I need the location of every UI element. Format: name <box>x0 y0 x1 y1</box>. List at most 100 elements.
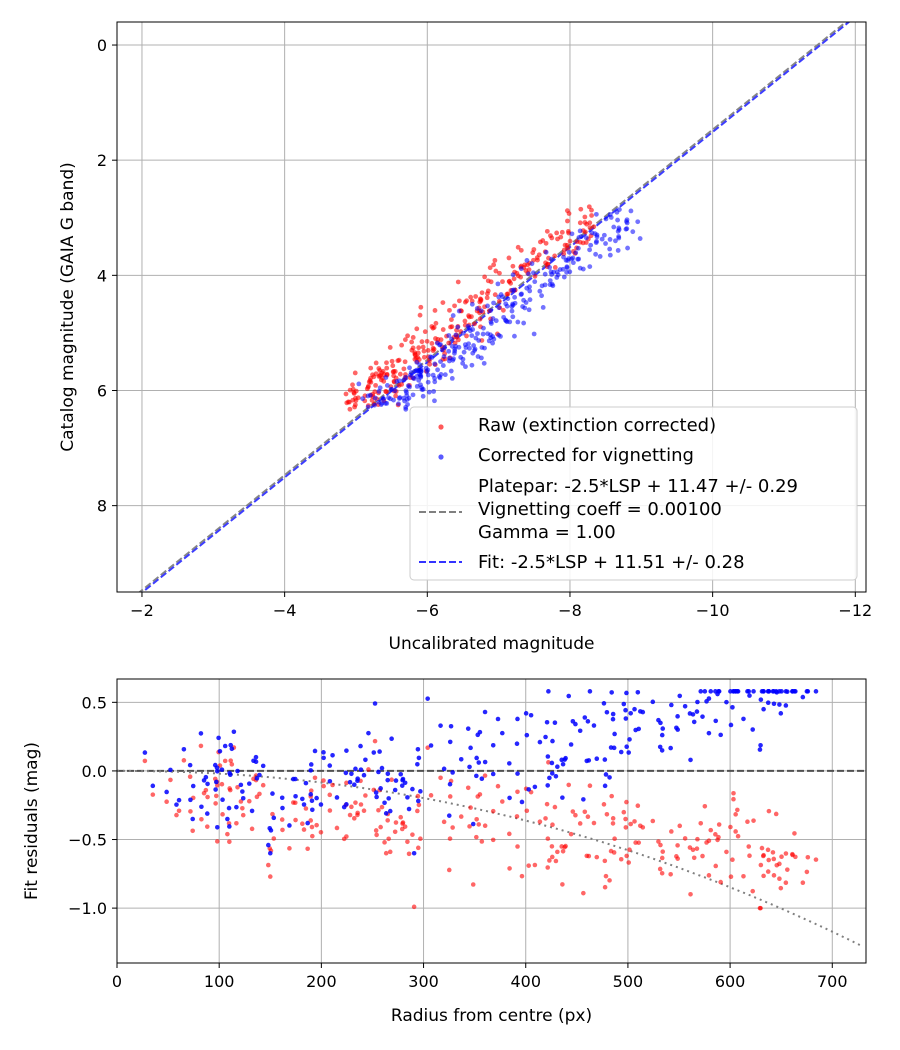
raw-star-point <box>433 320 439 326</box>
raw-residual-point <box>702 803 708 809</box>
raw-residual-point <box>225 831 230 837</box>
corrected-star-point <box>469 333 475 339</box>
raw-star-point <box>492 257 498 263</box>
raw-residual-point <box>765 869 771 874</box>
corrected-star-point <box>592 231 598 237</box>
legend-raw-marker <box>438 424 444 430</box>
corrected-residual-point <box>467 764 472 770</box>
corrected-star-point <box>512 294 518 300</box>
corrected-residual-point <box>330 752 335 758</box>
raw-star-point <box>472 321 477 327</box>
raw-star-point <box>479 290 485 296</box>
corrected-star-point <box>365 404 371 410</box>
raw-residual-point <box>477 792 483 797</box>
bottom-raw-points <box>142 738 819 911</box>
raw-residual-point <box>568 831 574 837</box>
raw-residual-point <box>804 869 810 875</box>
corrected-residual-point <box>638 709 643 714</box>
corrected-residual-point <box>374 794 379 800</box>
corrected-star-point <box>540 305 546 310</box>
corrected-residual-point <box>765 689 771 694</box>
corrected-residual-point <box>387 808 393 814</box>
raw-residual-point <box>374 832 379 838</box>
corrected-residual-point <box>254 776 260 781</box>
corrected-residual-point <box>310 807 315 813</box>
corrected-residual-point <box>386 796 391 801</box>
raw-star-point <box>384 389 389 395</box>
corrected-residual-point <box>373 790 379 795</box>
corrected-residual-point <box>582 715 588 720</box>
raw-residual-point <box>537 819 543 825</box>
corrected-star-point <box>394 379 400 384</box>
corrected-star-point <box>420 393 426 399</box>
corrected-residual-point <box>392 787 398 793</box>
corrected-residual-point <box>700 714 705 719</box>
corrected-star-point <box>478 308 484 314</box>
raw-residual-point <box>176 808 182 814</box>
corrected-residual-point <box>402 780 408 786</box>
corrected-residual-point <box>758 742 763 748</box>
raw-residual-point <box>735 833 741 839</box>
corrected-residual-point <box>761 706 766 712</box>
raw-star-point <box>500 307 506 313</box>
raw-residual-point <box>751 818 756 823</box>
corrected-star-point <box>414 373 420 379</box>
raw-star-point <box>352 402 358 408</box>
corrected-residual-point <box>150 783 156 789</box>
corrected-residual-point <box>226 805 232 811</box>
final-fit-line <box>141 22 851 592</box>
corrected-star-point <box>524 258 530 263</box>
raw-star-point <box>462 318 468 324</box>
corrected-star-point <box>527 297 533 303</box>
raw-star-point <box>565 218 570 224</box>
corrected-residual-point <box>212 762 218 768</box>
corrected-residual-point <box>623 716 629 721</box>
raw-residual-point <box>566 782 572 788</box>
corrected-residual-point <box>379 765 385 771</box>
corrected-star-point <box>576 235 582 240</box>
corrected-star-point <box>564 264 570 270</box>
corrected-residual-point <box>176 797 182 803</box>
corrected-residual-point <box>205 781 210 787</box>
top-x-tick-label: −10 <box>696 601 730 620</box>
raw-residual-point <box>623 825 629 830</box>
raw-residual-point <box>549 854 555 860</box>
corrected-residual-point <box>747 693 752 698</box>
raw-residual-point <box>425 745 430 751</box>
raw-residual-point <box>321 783 326 789</box>
corrected-residual-point <box>609 690 614 695</box>
raw-star-point <box>390 363 396 369</box>
raw-residual-point <box>213 801 218 806</box>
corrected-star-point <box>519 291 524 297</box>
top-y-tick-label: 0 <box>97 36 107 55</box>
corrected-star-point <box>480 331 486 337</box>
corrected-star-point <box>624 220 630 226</box>
raw-residual-point <box>771 873 777 878</box>
corrected-star-point <box>414 359 420 365</box>
corrected-residual-point <box>706 696 712 701</box>
corrected-residual-point <box>267 850 273 856</box>
raw-residual-point <box>735 807 740 813</box>
raw-residual-point <box>766 808 772 814</box>
corrected-star-point <box>423 365 429 371</box>
corrected-residual-point <box>227 770 232 776</box>
corrected-residual-point <box>550 738 555 744</box>
raw-star-point <box>379 370 385 376</box>
raw-residual-point <box>560 882 565 887</box>
corrected-residual-point <box>446 813 452 818</box>
raw-star-point <box>587 225 593 231</box>
raw-residual-point <box>515 844 520 849</box>
raw-residual-point <box>309 824 315 830</box>
corrected-star-point <box>447 355 452 361</box>
raw-star-point <box>395 358 401 364</box>
corrected-residual-point <box>441 766 447 772</box>
corrected-star-point <box>425 379 431 385</box>
raw-residual-point <box>465 785 471 791</box>
corrected-star-point <box>460 360 466 366</box>
raw-residual-point <box>610 816 616 821</box>
corrected-star-point <box>356 381 362 387</box>
corrected-star-point <box>607 246 613 252</box>
raw-residual-point <box>410 832 415 837</box>
raw-star-point <box>456 298 462 304</box>
raw-star-point <box>350 382 355 388</box>
